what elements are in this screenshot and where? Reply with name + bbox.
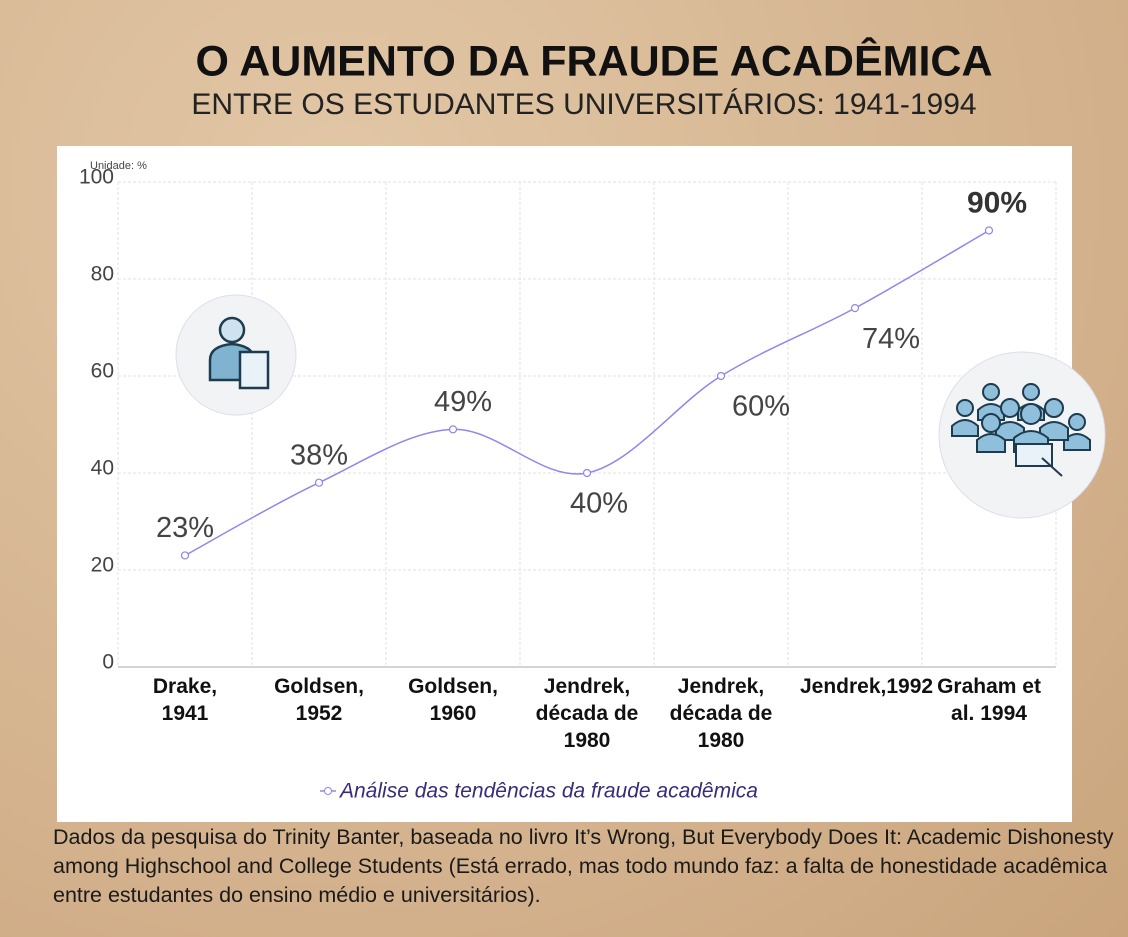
y-tick-label: 20	[91, 554, 114, 577]
point	[850, 304, 860, 313]
x-tick-label: Drake, 1941	[152, 675, 218, 725]
point	[314, 478, 324, 487]
point	[582, 468, 592, 478]
value-label: 40%	[570, 488, 628, 520]
value-label: 49%	[434, 386, 492, 418]
unit-label: Unidade: %	[90, 160, 147, 172]
value-label: 60%	[732, 391, 790, 423]
icon-group	[938, 351, 1106, 519]
legend-label: Análise das tendências da fraude acadêmi…	[338, 780, 758, 803]
y-tick-label: 100	[79, 166, 114, 189]
point	[448, 425, 458, 434]
x-tick-label: Goldsen, 1952	[274, 675, 364, 725]
y-tick-label: 40	[91, 457, 114, 480]
value-label: 90%	[967, 186, 1027, 219]
icon-person	[175, 294, 297, 416]
value-label: 23%	[156, 512, 214, 544]
point	[180, 551, 190, 560]
point	[984, 226, 994, 235]
y-tick-label: 0	[102, 651, 114, 674]
x-tick-label: Goldsen, 1960	[408, 675, 498, 725]
x-tick-label: Jendrek, década de 1980	[535, 675, 639, 752]
x-tick-label: Jendrek, década de 1980	[669, 675, 773, 752]
footnote: Dados da pesquisa do Trinity Banter, bas…	[53, 825, 1114, 907]
chart-subtitle: ENTRE OS ESTUDANTES UNIVERSITÁRIOS: 1941…	[191, 88, 976, 121]
chart-title: O AUMENTO DA FRAUDE ACADÊMICA	[195, 36, 992, 85]
x-tick-label: Jendrek,1992	[800, 675, 934, 698]
y-tick-label: 80	[91, 263, 114, 286]
y-tick-label: 60	[91, 360, 114, 383]
chart-panel	[57, 146, 1072, 822]
x-tick-label: Graham et al. 1994	[937, 675, 1041, 725]
point	[716, 371, 726, 381]
legend-marker	[324, 787, 332, 795]
value-label: 74%	[862, 323, 920, 355]
value-label: 38%	[290, 439, 348, 471]
